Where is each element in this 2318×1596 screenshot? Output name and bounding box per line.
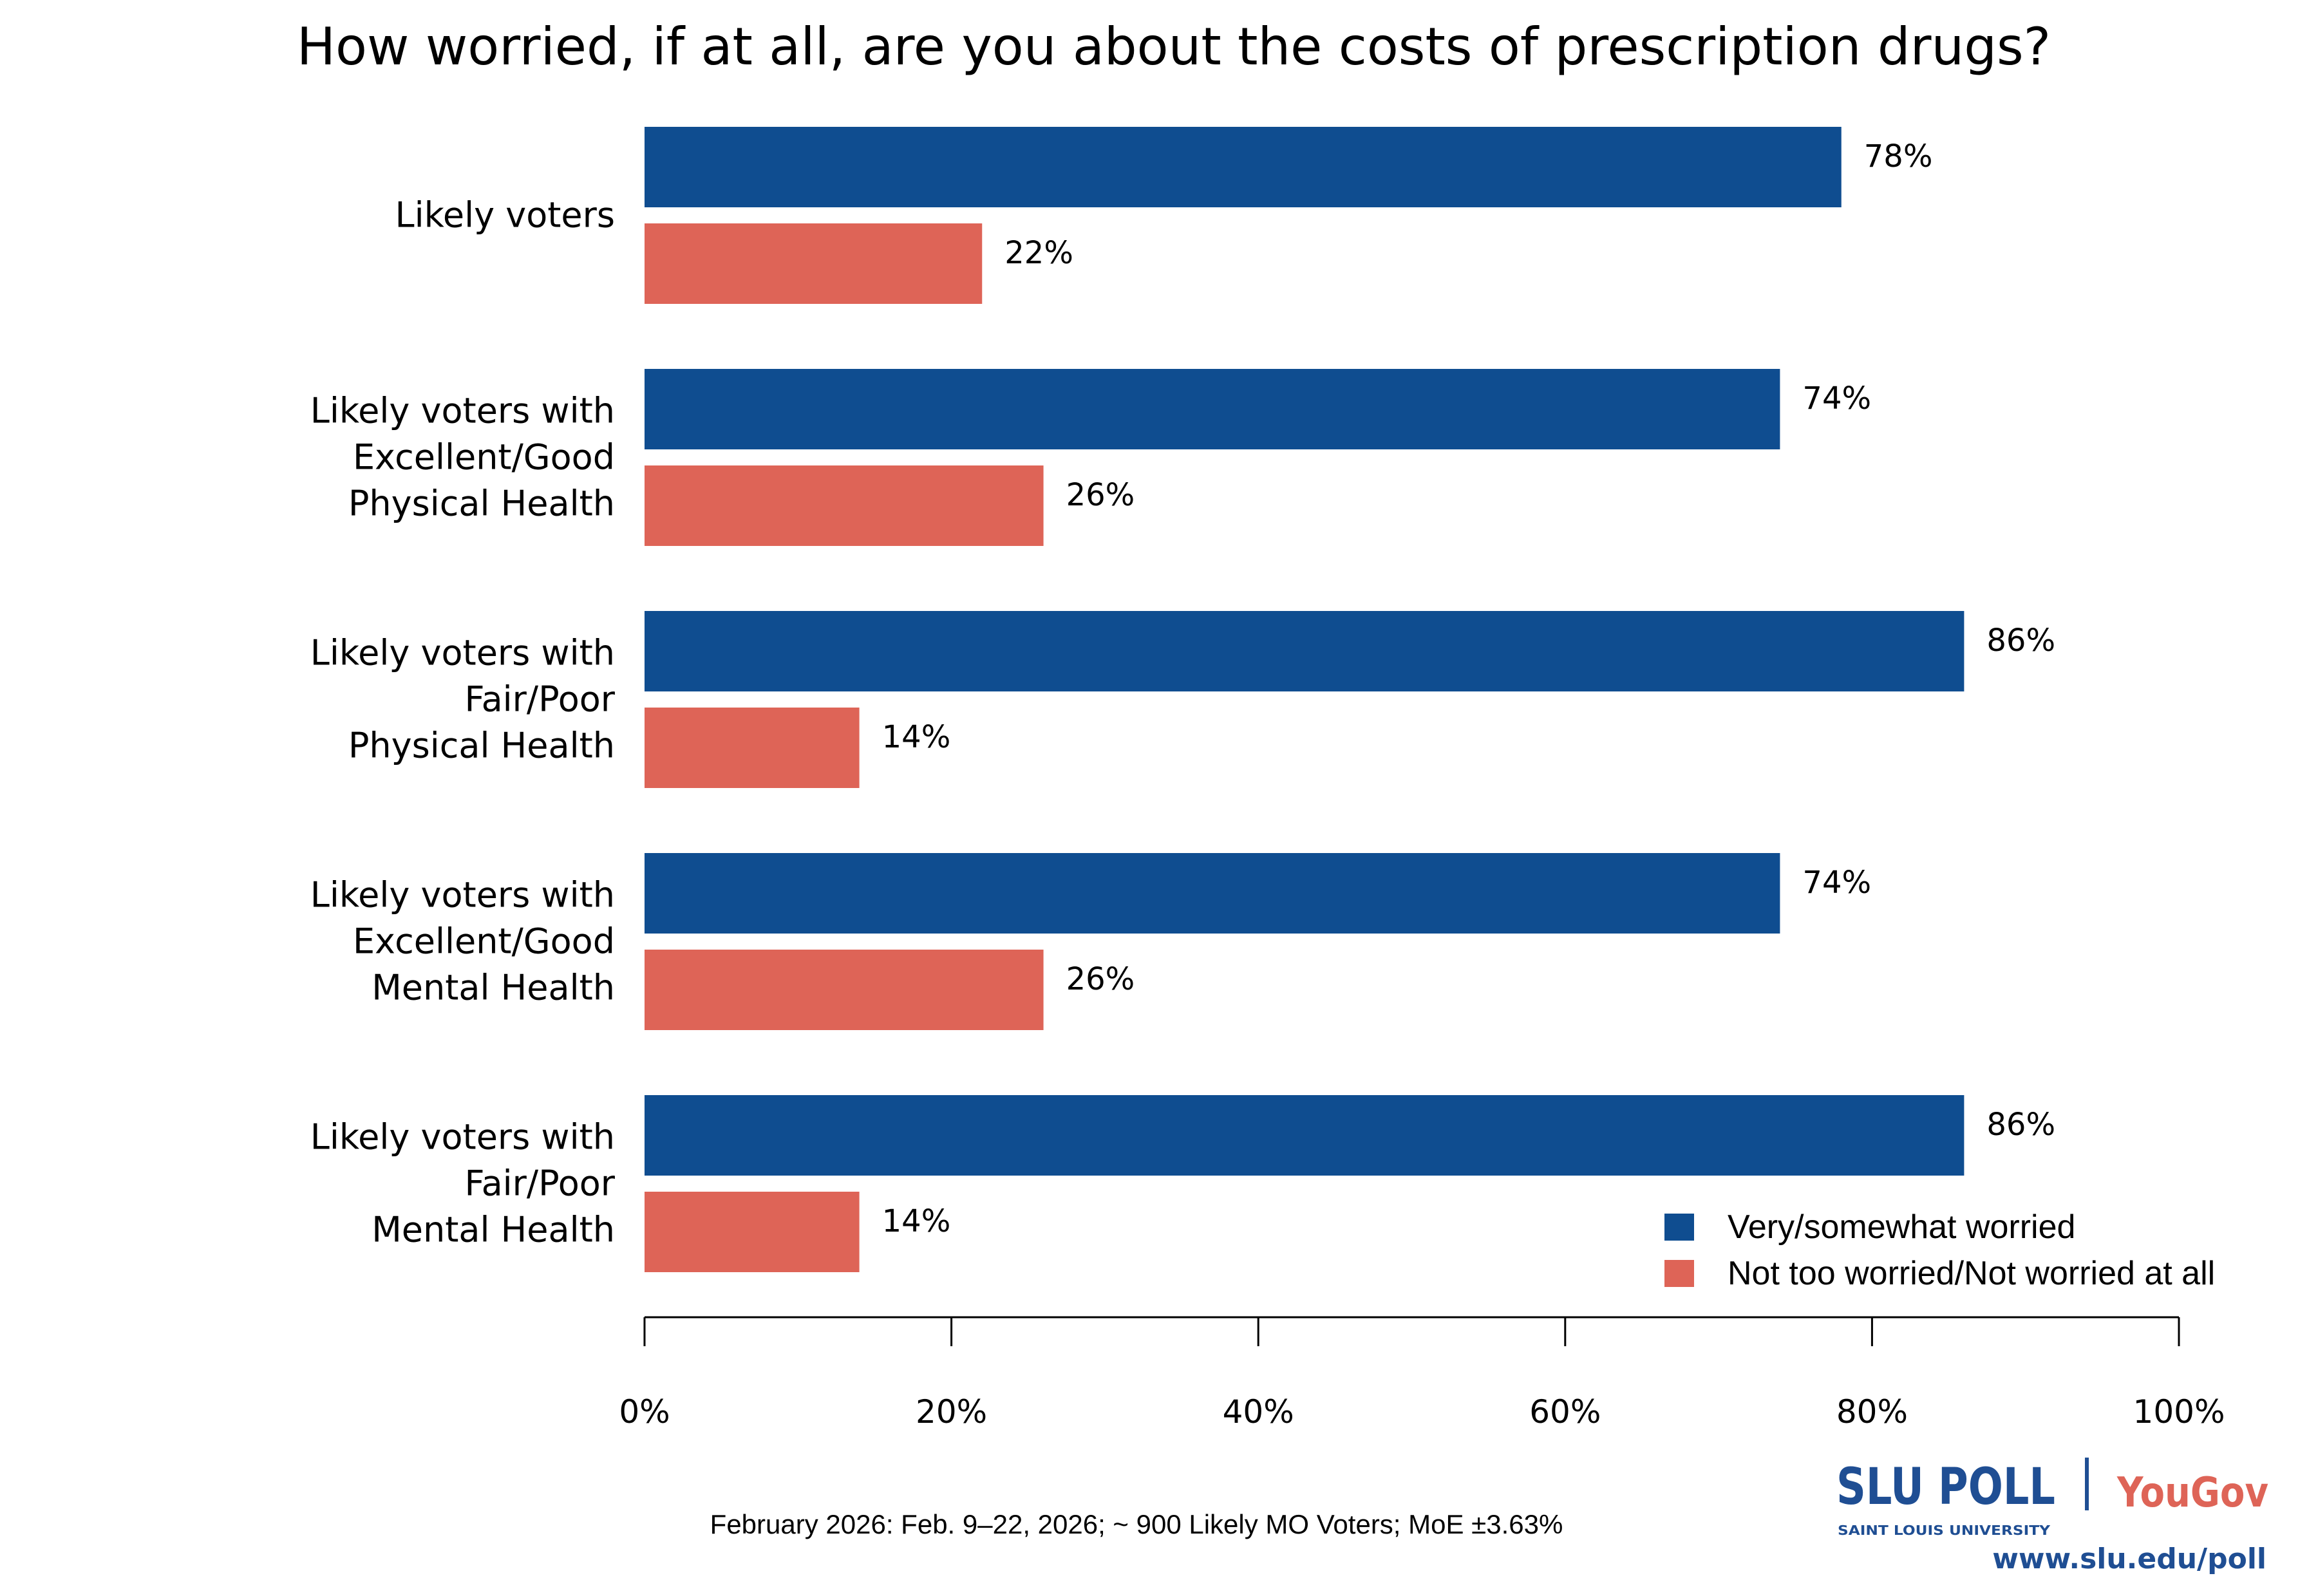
bar (645, 950, 1044, 1030)
bar (645, 1192, 860, 1272)
category-group: Likely voters with Fair/Poor Physical Heal… (310, 611, 2055, 788)
category-label: Mental Health (372, 968, 615, 1008)
poll-url[interactable]: www.slu.edu/poll (1992, 1543, 2266, 1575)
data-label: 14% (882, 719, 951, 755)
yougov-logo: YouGov (2116, 1469, 2268, 1517)
x-axis: 0% 20% 40% 60% 80% 100% (619, 1316, 2225, 1431)
bar (645, 1095, 1965, 1176)
tick-label: 100% (2133, 1393, 2225, 1431)
data-label: 26% (1066, 477, 1135, 513)
category-group: Likely voters with Excellent/Good Mental H… (310, 853, 1871, 1030)
category-label: Excellent/Good (353, 437, 615, 478)
legend-swatch (1664, 1260, 1694, 1287)
category-label: Likely voters with (310, 875, 615, 915)
legend-label: Not too worried/Not worried at all (1728, 1255, 2215, 1292)
category-label: Mental Health (372, 1210, 615, 1250)
category-group: Likely voters with Fair/Poor Mental Health… (310, 1095, 2055, 1272)
tick-label: 40% (1223, 1393, 1294, 1431)
legend-swatch (1664, 1214, 1694, 1241)
tick-label: 20% (916, 1393, 987, 1431)
logo-divider (2085, 1458, 2089, 1510)
bar (645, 465, 1044, 546)
category-label: Likely voters with (310, 1117, 615, 1158)
slu-poll-subtitle: SAINT LOUIS UNIVERSITY (1838, 1523, 2051, 1538)
category-label: Physical Health (348, 726, 615, 766)
bar (645, 369, 1780, 449)
bar (645, 708, 860, 788)
data-label: 86% (1986, 1107, 2055, 1143)
data-label: 14% (882, 1203, 951, 1239)
data-label: 26% (1066, 961, 1135, 997)
data-label: 74% (1802, 380, 1871, 417)
data-label: 74% (1802, 865, 1871, 901)
category-label: Likely voters with (310, 391, 615, 431)
data-label: 78% (1864, 138, 1933, 174)
category-label: Likely voters (395, 195, 615, 236)
category-label: Physical Health (348, 483, 615, 524)
tick-label: 80% (1836, 1393, 1908, 1431)
slu-poll-wordmark: SLU POLL (1836, 1458, 2055, 1516)
tick-label: 0% (619, 1393, 670, 1431)
category-group: Likely voters 78% 22% (395, 127, 1932, 304)
category-label: Fair/Poor (464, 1163, 615, 1204)
bar (645, 223, 983, 304)
bar (645, 853, 1780, 934)
data-label: 86% (1986, 623, 2055, 659)
category-label: Excellent/Good (353, 921, 615, 962)
bar (645, 611, 1965, 691)
category-label: Likely voters with (310, 633, 615, 673)
chart-title: How worried, if at all, are you about th… (297, 17, 2051, 77)
category-label: Fair/Poor (464, 679, 615, 720)
category-group: Likely voters with Excellent/Good Physical… (310, 369, 1871, 546)
bar (645, 127, 1842, 207)
data-label: 22% (1004, 235, 1073, 271)
footer-note: February 2026: Feb. 9–22, 2026; ~ 900 Li… (710, 1509, 1563, 1539)
legend-label: Very/somewhat worried (1728, 1208, 2075, 1246)
slu-poll-logo: SLU POLL SAINT LOUIS UNIVERSITY (1836, 1458, 2089, 1538)
tick-label: 60% (1529, 1393, 1601, 1431)
legend: Very/somewhat worried Not too worried/Not… (1664, 1208, 2215, 1292)
